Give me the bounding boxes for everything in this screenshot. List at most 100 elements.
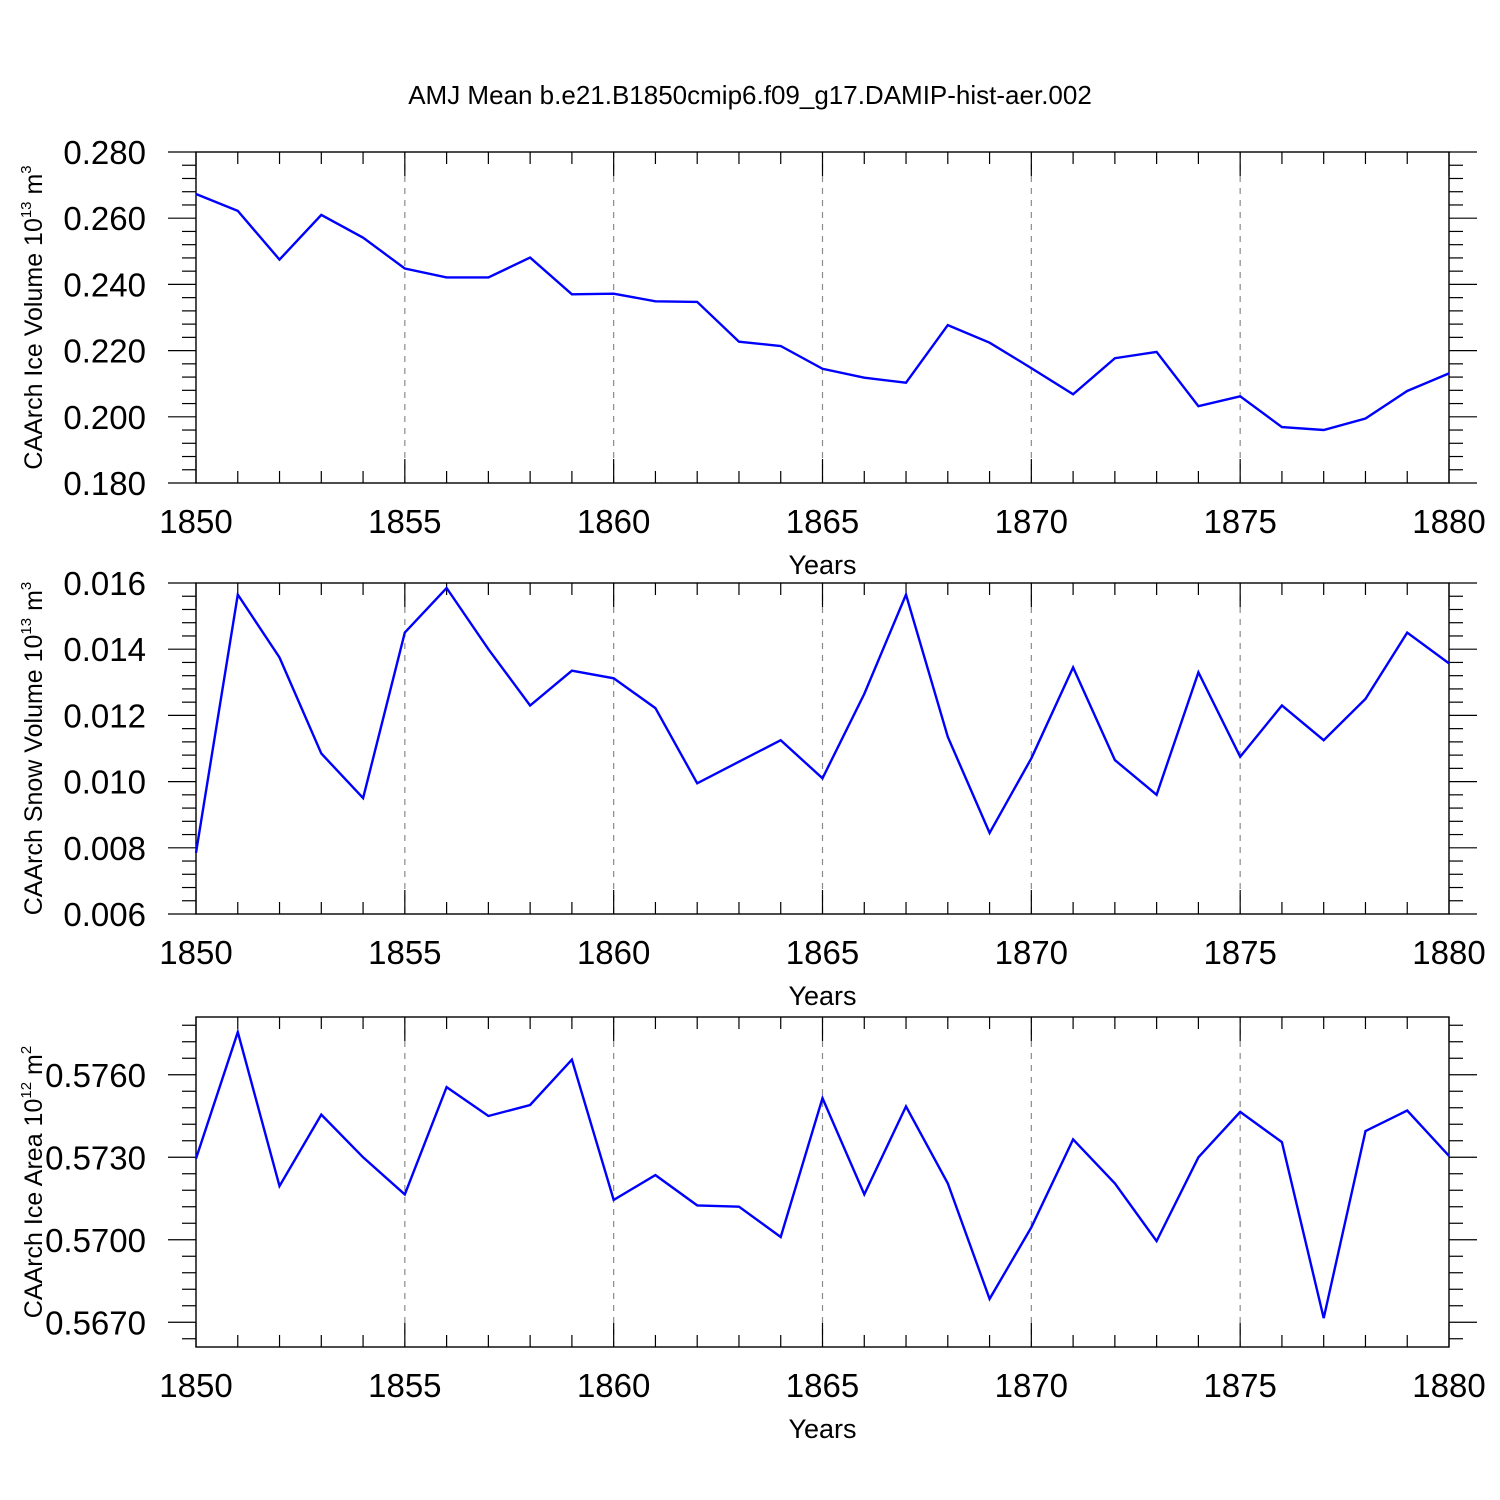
data-point — [988, 341, 992, 345]
data-point — [862, 1192, 866, 1196]
data-point — [278, 258, 282, 262]
x-tick-label: 1870 — [995, 1367, 1068, 1404]
chart-title: AMJ Mean b.e21.B1850cmip6.f09_g17.DAMIP-… — [408, 80, 1092, 110]
x-tick-label: 1880 — [1412, 503, 1485, 540]
data-point — [1113, 758, 1117, 762]
data-point — [1238, 1110, 1242, 1114]
x-tick-label: 1875 — [1203, 503, 1276, 540]
x-axis-label: Years — [788, 981, 856, 1011]
data-point — [653, 1173, 657, 1177]
data-point — [1029, 756, 1033, 760]
data-point — [653, 299, 657, 303]
y-tick-label: 0.5700 — [45, 1222, 146, 1259]
data-point — [612, 1198, 616, 1202]
data-point — [486, 647, 490, 651]
data-point — [1113, 1181, 1117, 1185]
data-point — [528, 703, 532, 707]
y-tick-label: 0.010 — [63, 764, 146, 801]
y-tick-label: 0.180 — [63, 465, 146, 502]
x-tick-label: 1880 — [1412, 934, 1485, 971]
x-tick-label: 1855 — [368, 503, 441, 540]
data-point — [1322, 428, 1326, 432]
x-tick-label: 1875 — [1203, 1367, 1276, 1404]
data-point — [1238, 755, 1242, 759]
y-tick-label: 0.014 — [63, 631, 146, 668]
series-line — [194, 586, 1450, 853]
y-tick-label: 0.260 — [63, 200, 146, 237]
x-tick-label: 1870 — [995, 934, 1068, 971]
data-point — [1363, 1129, 1367, 1133]
data-point — [1447, 661, 1451, 665]
data-point — [737, 760, 741, 764]
y-tick-label: 0.5730 — [45, 1139, 146, 1176]
data-point — [1029, 1225, 1033, 1229]
x-tick-label: 1860 — [577, 934, 650, 971]
data-point — [319, 751, 323, 755]
data-point — [1405, 631, 1409, 635]
data-point — [1113, 356, 1117, 360]
x-tick-label: 1855 — [368, 934, 441, 971]
data-point — [695, 1203, 699, 1207]
x-tick-label: 1865 — [786, 503, 859, 540]
data-point — [236, 593, 240, 597]
data-point — [445, 1085, 449, 1089]
chart-panel-3: 0.5670 0.5700 0.5730 0.5760 1850 1855 1860 1865… — [18, 1016, 1486, 1444]
data-point — [821, 367, 825, 371]
data-point — [236, 1030, 240, 1034]
y-axis-label: CAArch Ice Volume 1013 m3 — [18, 165, 48, 469]
data-point — [194, 192, 198, 196]
x-tick-label: 1865 — [786, 934, 859, 971]
x-tick-label: 1850 — [159, 503, 232, 540]
y-tick-label: 0.240 — [63, 266, 146, 303]
data-point — [1196, 670, 1200, 674]
data-point — [236, 209, 240, 213]
data-point — [946, 1181, 950, 1185]
x-tick-label: 1860 — [577, 1367, 650, 1404]
data-point — [445, 275, 449, 279]
data-point — [319, 1113, 323, 1117]
data-point — [904, 381, 908, 385]
chart-panel-2: 0.006 0.008 0.010 0.012 0.014 0.016 1850 1855 18… — [18, 565, 1486, 1011]
plot-frame — [195, 151, 1450, 484]
data-point — [653, 706, 657, 710]
plot-frame — [195, 1016, 1450, 1348]
data-point — [486, 275, 490, 279]
y-tick-label: 0.200 — [63, 399, 146, 436]
data-point — [1322, 738, 1326, 742]
data-point — [1196, 404, 1200, 408]
y-axis-label: CAArch Ice Area 1012 m2 — [18, 1046, 48, 1318]
x-tick-label: 1850 — [159, 1367, 232, 1404]
x-tick-label: 1865 — [786, 1367, 859, 1404]
data-point — [403, 1192, 407, 1196]
x-tick-label: 1875 — [1203, 934, 1276, 971]
series-line — [195, 192, 1450, 432]
data-point — [862, 376, 866, 380]
data-point — [695, 300, 699, 304]
data-point — [528, 1103, 532, 1107]
data-point — [403, 631, 407, 635]
data-point — [988, 1297, 992, 1301]
data-point — [1280, 425, 1284, 429]
data-point — [612, 676, 616, 680]
data-point — [194, 851, 198, 855]
data-point — [1280, 1140, 1284, 1144]
data-point — [570, 1058, 574, 1062]
data-point — [1322, 1316, 1326, 1320]
data-point — [403, 267, 407, 271]
plot-frame — [195, 582, 1450, 915]
x-axis-label: Years — [788, 550, 856, 580]
data-point — [1155, 350, 1159, 354]
data-point — [1447, 371, 1451, 375]
data-point — [1196, 1155, 1200, 1159]
x-tick-label: 1880 — [1412, 1367, 1485, 1404]
y-tick-label: 0.5760 — [45, 1057, 146, 1094]
data-point — [1071, 1137, 1075, 1141]
x-tick-label: 1860 — [577, 503, 650, 540]
data-point — [1280, 703, 1284, 707]
data-point — [319, 213, 323, 217]
data-point — [1405, 389, 1409, 393]
data-point — [1238, 394, 1242, 398]
data-point — [737, 1205, 741, 1209]
data-point — [821, 1096, 825, 1100]
